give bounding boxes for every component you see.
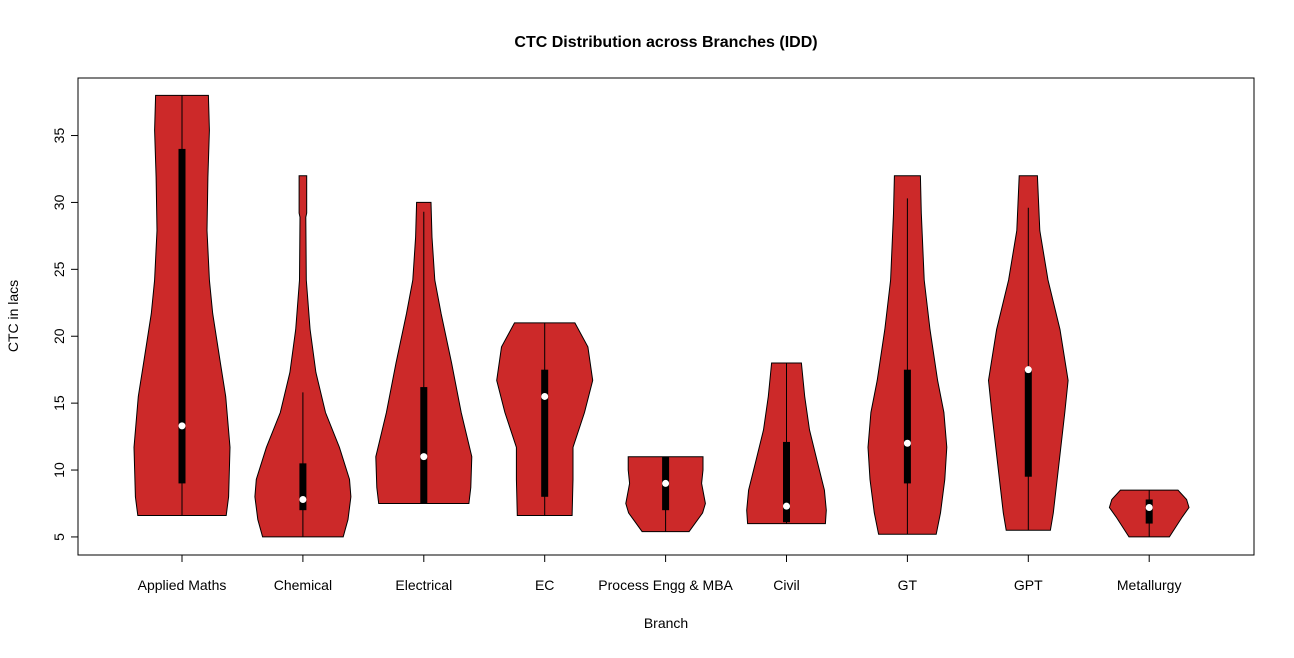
iqr-box xyxy=(903,369,911,484)
violin-chemical xyxy=(254,175,352,538)
y-axis-label: CTC in lacs xyxy=(5,280,21,352)
iqr-box xyxy=(299,463,307,511)
y-axis: 5 10 15 20 25 30 35 xyxy=(51,128,79,541)
violins-group xyxy=(133,94,1190,538)
median-point xyxy=(420,453,428,461)
violin-applied-maths xyxy=(133,94,231,516)
y-tick-label: 35 xyxy=(51,128,67,144)
median-point xyxy=(783,502,790,510)
x-tick-label: EC xyxy=(535,577,554,593)
violin-ec xyxy=(496,322,594,516)
chart-title: CTC Distribution across Branches (IDD) xyxy=(514,34,817,51)
median-point xyxy=(541,392,549,400)
violin-gpt xyxy=(987,175,1069,531)
y-tick-label: 25 xyxy=(51,261,67,277)
iqr-box xyxy=(541,369,549,497)
x-tick-label: GT xyxy=(898,577,918,593)
y-tick-label: 20 xyxy=(51,328,67,344)
iqr-box xyxy=(1145,499,1153,524)
x-axis-label: Branch xyxy=(644,615,688,631)
y-tick-label: 15 xyxy=(51,395,67,411)
y-tick-label: 5 xyxy=(51,533,67,541)
x-tick-label: Applied Maths xyxy=(138,577,227,593)
violin-gt xyxy=(867,175,948,535)
x-tick-label: Process Engg & MBA xyxy=(598,577,733,593)
violin-electrical xyxy=(375,201,473,504)
x-tick-label: Civil xyxy=(773,577,799,593)
x-tick-label: GPT xyxy=(1014,577,1043,593)
x-tick-label: Electrical xyxy=(395,577,452,593)
y-tick-label: 10 xyxy=(51,462,67,478)
iqr-box xyxy=(420,387,428,504)
violin-civil xyxy=(746,362,827,525)
violin-metallurgy xyxy=(1108,489,1190,538)
x-tick-label: Chemical xyxy=(274,577,332,593)
y-tick-label: 30 xyxy=(51,194,67,210)
iqr-box xyxy=(178,148,186,484)
x-tick-label: Metallurgy xyxy=(1117,577,1182,593)
median-point xyxy=(662,479,670,487)
iqr-box xyxy=(1024,369,1032,477)
x-axis: Applied Maths Chemical Electrical EC Process… xyxy=(138,554,1182,593)
violin-process-engg-mba xyxy=(625,456,706,533)
median-point xyxy=(299,495,307,503)
median-point xyxy=(178,422,186,430)
median-point xyxy=(1024,366,1032,374)
median-point xyxy=(903,439,911,447)
median-point xyxy=(1145,504,1153,512)
iqr-box xyxy=(783,441,790,523)
violin-body xyxy=(254,175,352,538)
